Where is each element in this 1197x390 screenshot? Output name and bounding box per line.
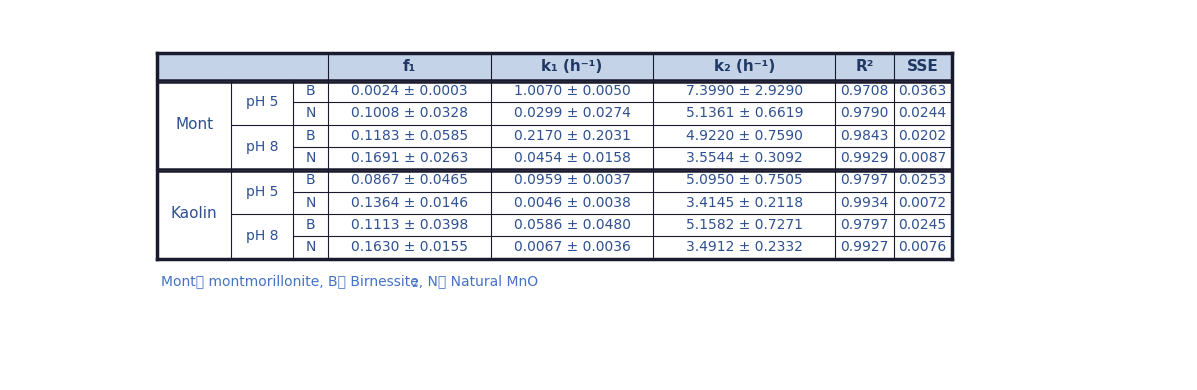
- Text: 0.0072: 0.0072: [899, 196, 947, 210]
- Text: 0.0067 ± 0.0036: 0.0067 ± 0.0036: [514, 240, 631, 254]
- Text: 0.0454 ± 0.0158: 0.0454 ± 0.0158: [514, 151, 631, 165]
- Text: SSE: SSE: [907, 59, 938, 74]
- Text: 0.9927: 0.9927: [840, 240, 888, 254]
- Text: 0.9708: 0.9708: [840, 84, 888, 98]
- Text: 0.1113 ± 0.0398: 0.1113 ± 0.0398: [351, 218, 468, 232]
- Text: N: N: [305, 151, 316, 165]
- Text: 0.1008 ± 0.0328: 0.1008 ± 0.0328: [351, 106, 468, 121]
- Text: 5.0950 ± 0.7505: 5.0950 ± 0.7505: [686, 174, 803, 187]
- Text: Mont: Mont: [175, 117, 213, 132]
- Text: 0.9929: 0.9929: [840, 151, 889, 165]
- Text: 0.0245: 0.0245: [899, 218, 947, 232]
- Text: 0.9797: 0.9797: [840, 174, 888, 187]
- Text: f₁: f₁: [402, 59, 415, 74]
- Text: 2: 2: [411, 279, 418, 289]
- Text: 0.9797: 0.9797: [840, 218, 888, 232]
- Text: k₂ (h⁻¹): k₂ (h⁻¹): [713, 59, 776, 74]
- Text: 0.0299 ± 0.0274: 0.0299 ± 0.0274: [514, 106, 631, 121]
- Text: 0.0046 ± 0.0038: 0.0046 ± 0.0038: [514, 196, 631, 210]
- Text: N: N: [305, 196, 316, 210]
- Bar: [157, 53, 952, 80]
- Text: 5.1582 ± 0.7271: 5.1582 ± 0.7271: [686, 218, 803, 232]
- Text: 3.4145 ± 0.2118: 3.4145 ± 0.2118: [686, 196, 803, 210]
- Text: 0.2170 ± 0.2031: 0.2170 ± 0.2031: [514, 129, 631, 143]
- Bar: [157, 80, 952, 259]
- Text: 0.9790: 0.9790: [840, 106, 888, 121]
- Text: 0.0244: 0.0244: [899, 106, 947, 121]
- Text: 3.4912 ± 0.2332: 3.4912 ± 0.2332: [686, 240, 803, 254]
- Text: 0.9934: 0.9934: [840, 196, 888, 210]
- Text: 0.0586 ± 0.0480: 0.0586 ± 0.0480: [514, 218, 631, 232]
- Text: 0.1691 ± 0.0263: 0.1691 ± 0.0263: [351, 151, 468, 165]
- Text: B: B: [305, 218, 315, 232]
- Text: 0.0959 ± 0.0037: 0.0959 ± 0.0037: [514, 174, 631, 187]
- Text: pH 5: pH 5: [245, 95, 278, 109]
- Text: 0.0087: 0.0087: [899, 151, 947, 165]
- Text: 0.0076: 0.0076: [899, 240, 947, 254]
- Text: 3.5544 ± 0.3092: 3.5544 ± 0.3092: [686, 151, 803, 165]
- Text: 0.0363: 0.0363: [899, 84, 947, 98]
- Text: N: N: [305, 240, 316, 254]
- Text: 4.9220 ± 0.7590: 4.9220 ± 0.7590: [686, 129, 803, 143]
- Text: pH 8: pH 8: [245, 229, 278, 243]
- Text: 0.0202: 0.0202: [899, 129, 947, 143]
- Text: B: B: [305, 84, 315, 98]
- Text: N: N: [305, 106, 316, 121]
- Text: 0.9843: 0.9843: [840, 129, 888, 143]
- Text: R²: R²: [856, 59, 874, 74]
- Text: 0.0024 ± 0.0003: 0.0024 ± 0.0003: [351, 84, 468, 98]
- Text: k₁ (h⁻¹): k₁ (h⁻¹): [541, 59, 602, 74]
- Text: 0.1630 ± 0.0155: 0.1630 ± 0.0155: [351, 240, 468, 254]
- Text: 5.1361 ± 0.6619: 5.1361 ± 0.6619: [686, 106, 803, 121]
- Text: 0.0867 ± 0.0465: 0.0867 ± 0.0465: [351, 174, 468, 187]
- Text: Kaolin: Kaolin: [171, 206, 218, 222]
- Text: pH 5: pH 5: [245, 184, 278, 199]
- Text: 1.0070 ± 0.0050: 1.0070 ± 0.0050: [514, 84, 631, 98]
- Text: 0.1364 ± 0.0146: 0.1364 ± 0.0146: [351, 196, 468, 210]
- Text: B: B: [305, 129, 315, 143]
- Text: pH 8: pH 8: [245, 140, 278, 154]
- Text: 7.3990 ± 2.9290: 7.3990 ± 2.9290: [686, 84, 803, 98]
- Text: B: B: [305, 174, 315, 187]
- Text: Mont： montmorillonite, B： Birnessite, N： Natural MnO: Mont： montmorillonite, B： Birnessite, N：…: [162, 275, 539, 289]
- Text: 0.0253: 0.0253: [899, 174, 947, 187]
- Text: 0.1183 ± 0.0585: 0.1183 ± 0.0585: [351, 129, 468, 143]
